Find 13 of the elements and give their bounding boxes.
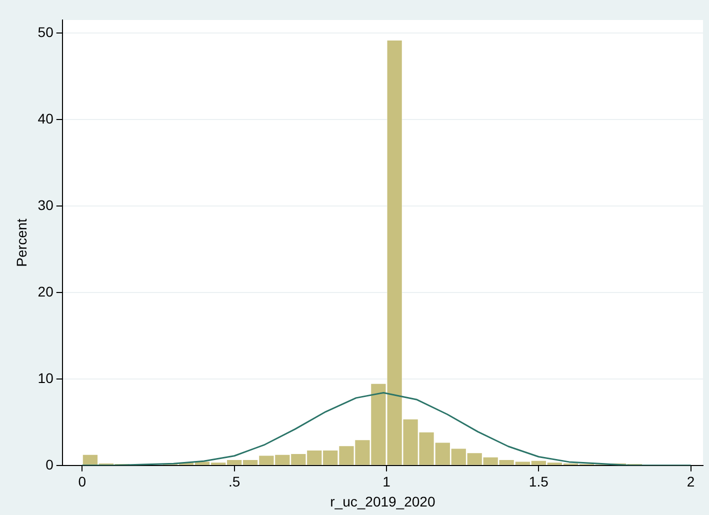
y-tick-label: 50 xyxy=(38,24,54,40)
y-tick-label: 30 xyxy=(38,196,54,213)
y-tick-label: 40 xyxy=(38,110,54,126)
y-tick-label: 10 xyxy=(38,370,54,386)
x-tick-label: .5 xyxy=(228,474,240,490)
x-axis-title: r_uc_2019_2020 xyxy=(330,493,436,510)
x-tick-label: 0 xyxy=(78,474,86,490)
y-tick-label: 20 xyxy=(38,283,54,300)
x-tick-label: 2 xyxy=(686,474,695,490)
y-tick-label: 0 xyxy=(46,456,54,472)
y-axis-title: Percent xyxy=(13,218,30,267)
x-tick-label: 1 xyxy=(382,474,391,490)
x-tick-label: 1.5 xyxy=(528,474,549,490)
